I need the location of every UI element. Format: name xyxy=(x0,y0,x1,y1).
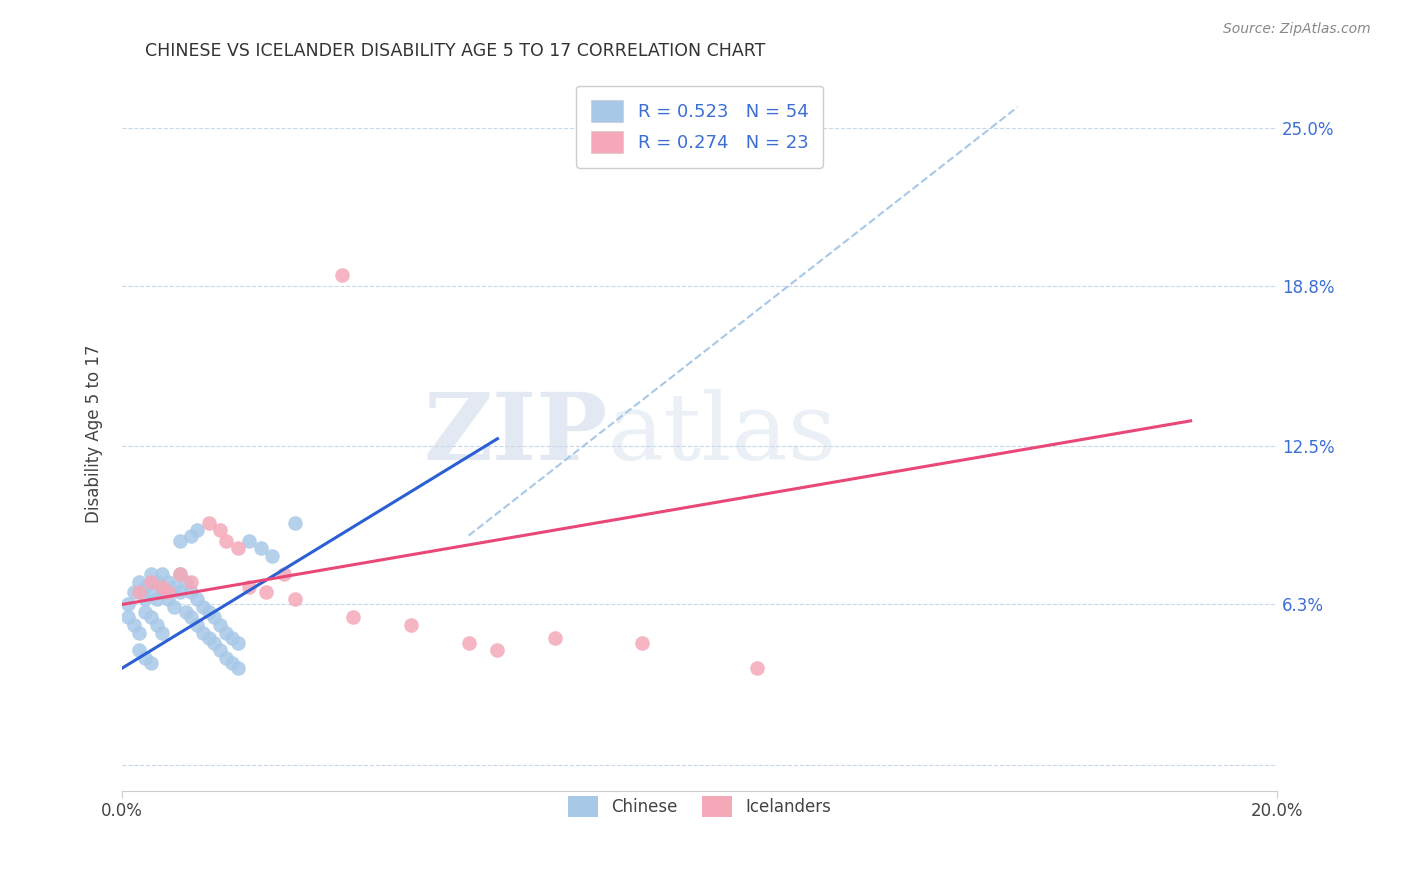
Point xyxy=(186,524,208,538)
Point xyxy=(284,592,307,607)
Y-axis label: Disability Age 5 to 17: Disability Age 5 to 17 xyxy=(86,344,103,523)
Point xyxy=(226,661,249,675)
Point xyxy=(191,625,214,640)
Point xyxy=(139,584,162,599)
Text: CHINESE VS ICELANDER DISABILITY AGE 5 TO 17 CORRELATION CHART: CHINESE VS ICELANDER DISABILITY AGE 5 TO… xyxy=(145,42,765,60)
Point xyxy=(152,566,174,581)
Point xyxy=(169,566,191,581)
Point xyxy=(215,625,238,640)
Point xyxy=(174,574,197,589)
Point xyxy=(122,618,145,632)
Point xyxy=(486,643,509,657)
Point xyxy=(157,584,180,599)
Point xyxy=(204,636,226,650)
Point xyxy=(139,610,162,624)
Point xyxy=(128,643,150,657)
Legend: Chinese, Icelanders: Chinese, Icelanders xyxy=(560,789,839,825)
Point xyxy=(157,574,180,589)
Point xyxy=(457,636,479,650)
Point xyxy=(249,541,271,556)
Point xyxy=(169,566,191,581)
Point xyxy=(122,584,145,599)
Point xyxy=(134,580,156,594)
Point xyxy=(145,574,167,589)
Point xyxy=(152,584,174,599)
Text: Source: ZipAtlas.com: Source: ZipAtlas.com xyxy=(1223,22,1371,37)
Point xyxy=(238,533,260,548)
Point xyxy=(226,636,249,650)
Point xyxy=(215,533,238,548)
Point xyxy=(273,566,295,581)
Point xyxy=(180,574,202,589)
Point xyxy=(197,631,219,645)
Point xyxy=(747,661,769,675)
Point xyxy=(204,610,226,624)
Point xyxy=(262,549,284,563)
Point xyxy=(197,516,219,530)
Point xyxy=(128,574,150,589)
Point xyxy=(163,599,186,614)
Point xyxy=(157,592,180,607)
Point xyxy=(163,580,186,594)
Point xyxy=(180,610,202,624)
Point xyxy=(238,580,260,594)
Point xyxy=(152,580,174,594)
Point xyxy=(139,656,162,670)
Point xyxy=(145,618,167,632)
Point xyxy=(145,592,167,607)
Point xyxy=(330,268,353,283)
Point xyxy=(128,625,150,640)
Point xyxy=(174,605,197,619)
Point xyxy=(180,528,202,542)
Text: ZIP: ZIP xyxy=(423,389,607,479)
Point xyxy=(399,618,422,632)
Point xyxy=(209,618,232,632)
Point xyxy=(197,605,219,619)
Point xyxy=(256,584,278,599)
Point xyxy=(209,643,232,657)
Point xyxy=(186,618,208,632)
Point xyxy=(221,656,243,670)
Point xyxy=(226,541,249,556)
Point xyxy=(117,598,139,612)
Point xyxy=(659,151,682,165)
Point xyxy=(221,631,243,645)
Point xyxy=(139,574,162,589)
Point xyxy=(139,566,162,581)
Point xyxy=(284,516,307,530)
Point xyxy=(152,625,174,640)
Point xyxy=(191,599,214,614)
Point xyxy=(134,605,156,619)
Point xyxy=(342,610,364,624)
Point xyxy=(180,584,202,599)
Point xyxy=(169,533,191,548)
Point xyxy=(169,584,191,599)
Point xyxy=(134,592,156,607)
Point xyxy=(631,636,654,650)
Point xyxy=(544,631,567,645)
Point xyxy=(215,651,238,665)
Point xyxy=(128,584,150,599)
Point xyxy=(186,592,208,607)
Point xyxy=(117,610,139,624)
Point xyxy=(209,524,232,538)
Text: atlas: atlas xyxy=(607,389,837,479)
Point xyxy=(134,651,156,665)
